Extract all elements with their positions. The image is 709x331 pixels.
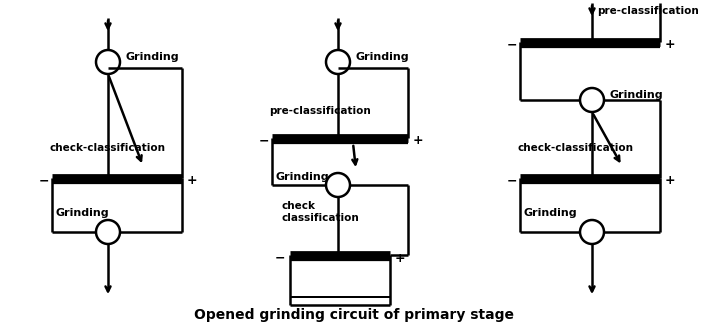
Text: −: − <box>275 252 285 264</box>
Text: check
classification: check classification <box>282 201 359 223</box>
Text: −: − <box>507 38 518 52</box>
Text: pre-classification: pre-classification <box>269 106 371 116</box>
Text: Grinding: Grinding <box>609 90 663 100</box>
Text: +: + <box>665 38 675 52</box>
Text: pre-classification: pre-classification <box>597 6 699 16</box>
Text: Opened grinding circuit of primary stage: Opened grinding circuit of primary stage <box>194 308 514 322</box>
Text: +: + <box>186 174 197 187</box>
Text: Grinding: Grinding <box>55 208 108 218</box>
Text: +: + <box>665 174 675 187</box>
Text: Grinding: Grinding <box>275 172 329 182</box>
Text: −: − <box>507 174 518 187</box>
Text: Grinding: Grinding <box>523 208 576 218</box>
Text: +: + <box>413 134 423 148</box>
Text: check-classification: check-classification <box>517 143 633 153</box>
Text: −: − <box>39 174 49 187</box>
Text: Grinding: Grinding <box>355 52 408 62</box>
Text: check-classification: check-classification <box>49 143 165 153</box>
Text: −: − <box>259 134 269 148</box>
Text: +: + <box>395 252 406 264</box>
Text: Grinding: Grinding <box>125 52 179 62</box>
